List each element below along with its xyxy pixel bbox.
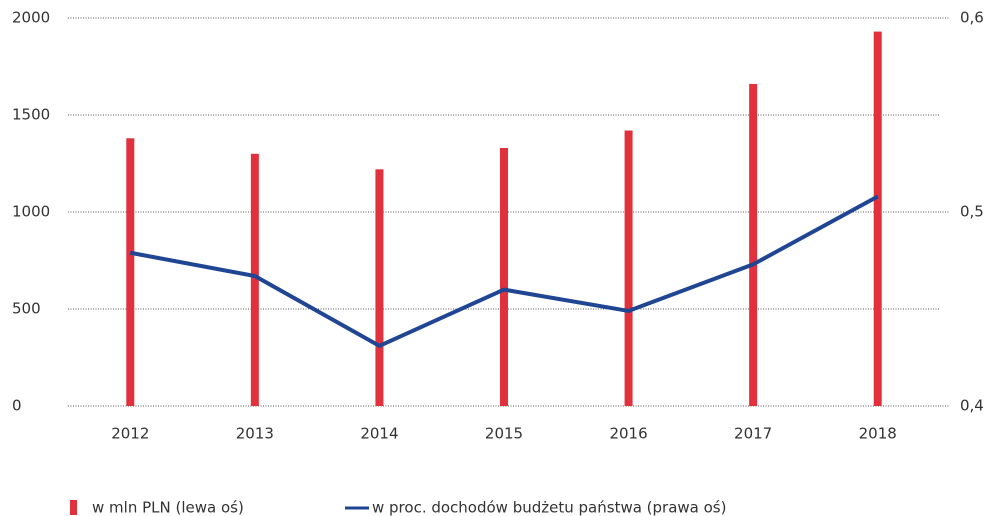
- legend-swatch: [70, 500, 77, 515]
- bar: [375, 169, 384, 406]
- x-tick-label: 2012: [111, 425, 149, 443]
- y2-tick-label: 0,4: [960, 397, 984, 415]
- y-tick-label: 1500: [12, 106, 50, 124]
- bar: [749, 83, 758, 407]
- y-tick-label: 1000: [12, 203, 50, 221]
- y2-tick-label: 0,5: [960, 203, 984, 221]
- legend-label: w proc. dochodów budżetu państwa (prawa …: [372, 499, 726, 516]
- y-tick-label: 0: [12, 397, 22, 415]
- bar: [500, 147, 508, 407]
- y-tick-label: 500: [12, 300, 41, 318]
- bar: [250, 153, 259, 406]
- y-tick-label: 2000: [12, 9, 50, 27]
- x-tick-label: 2018: [859, 425, 897, 443]
- x-tick-label: 2015: [485, 425, 523, 443]
- x-tick-label: 2014: [360, 425, 398, 443]
- x-tick-label: 2017: [734, 425, 772, 443]
- x-tick-label: 2013: [236, 425, 274, 443]
- bar: [873, 31, 882, 407]
- x-tick-label: 2016: [609, 425, 647, 443]
- legend-label: w mln PLN (lewa oś): [92, 499, 244, 516]
- bar: [126, 138, 135, 406]
- y2-tick-label: 0,6: [960, 9, 984, 27]
- line: [129, 194, 879, 348]
- bar: [624, 130, 633, 406]
